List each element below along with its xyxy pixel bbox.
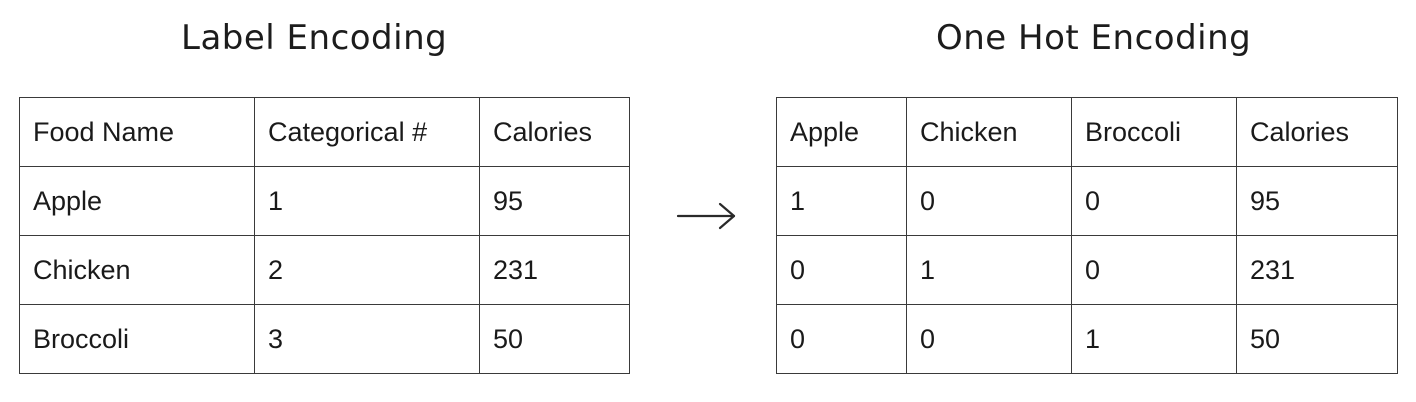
header-cell: Calories <box>1236 97 1398 167</box>
table-cell: 1 <box>254 166 480 236</box>
one-hot-encoding-table: Apple Chicken Broccoli Calories 1 0 0 95… <box>776 97 1398 374</box>
table-cell: 1 <box>1071 304 1237 374</box>
table-row: Chicken 2 231 <box>19 235 630 305</box>
table-cell: 231 <box>1236 235 1398 305</box>
right-arrow-icon <box>676 202 736 230</box>
table-cell: 2 <box>254 235 480 305</box>
table-cell: 95 <box>479 166 630 236</box>
table-cell: Broccoli <box>19 304 255 374</box>
table-cell: 1 <box>906 235 1072 305</box>
one-hot-encoding-title: One Hot Encoding <box>936 18 1252 58</box>
table-cell: Chicken <box>19 235 255 305</box>
table-cell: 0 <box>906 304 1072 374</box>
table-row: Broccoli 3 50 <box>19 304 630 374</box>
label-encoding-table: Food Name Categorical # Calories Apple 1… <box>19 97 630 374</box>
table-cell: 231 <box>479 235 630 305</box>
table-header-row: Apple Chicken Broccoli Calories <box>776 97 1398 167</box>
table-cell: 95 <box>1236 166 1398 236</box>
table-row: 1 0 0 95 <box>776 166 1398 236</box>
table-cell: 50 <box>1236 304 1398 374</box>
label-encoding-title: Label Encoding <box>181 18 448 58</box>
header-cell: Calories <box>479 97 630 167</box>
header-cell: Food Name <box>19 97 255 167</box>
table-cell: 1 <box>776 166 907 236</box>
header-cell: Apple <box>776 97 907 167</box>
header-cell: Broccoli <box>1071 97 1237 167</box>
table-row: 0 0 1 50 <box>776 304 1398 374</box>
header-cell: Chicken <box>906 97 1072 167</box>
table-cell: 0 <box>1071 235 1237 305</box>
table-cell: 0 <box>1071 166 1237 236</box>
table-cell: 3 <box>254 304 480 374</box>
header-cell: Categorical # <box>254 97 480 167</box>
table-row: 0 1 0 231 <box>776 235 1398 305</box>
table-cell: 0 <box>906 166 1072 236</box>
table-cell: 0 <box>776 235 907 305</box>
table-cell: 50 <box>479 304 630 374</box>
table-cell: Apple <box>19 166 255 236</box>
table-row: Apple 1 95 <box>19 166 630 236</box>
table-header-row: Food Name Categorical # Calories <box>19 97 630 167</box>
table-cell: 0 <box>776 304 907 374</box>
